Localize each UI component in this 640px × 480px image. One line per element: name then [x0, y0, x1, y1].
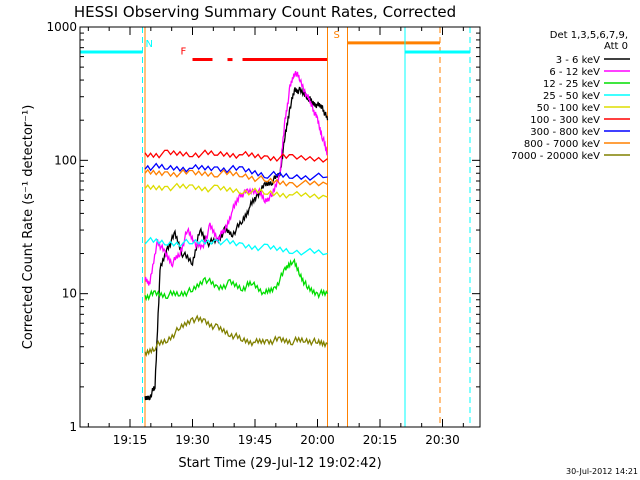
plot-frame — [79, 26, 481, 428]
plot-area: N F S — [79, 27, 471, 427]
annotation-label: S — [334, 30, 340, 41]
series-line-5 — [144, 149, 328, 163]
legend-title: Att 0 — [604, 41, 628, 52]
legend-label: 100 - 300 keV — [530, 115, 600, 126]
footer-date: 30-Jul-2012 14:21 — [566, 467, 638, 476]
y-tick-label: 100 — [54, 153, 77, 167]
series-line-1 — [144, 71, 328, 286]
legend-label: 12 - 25 keV — [543, 79, 600, 90]
x-tick-label: 19:30 — [175, 433, 210, 447]
series-line-6 — [144, 162, 328, 181]
legend-label: 7000 - 20000 keV — [511, 151, 600, 162]
legend-label: 800 - 7000 keV — [524, 139, 600, 150]
axes: 1 10 100 1000 19:15 19:30 19:45 20:00 20:15 20:30 — [46, 20, 480, 447]
x-tick-label: 20:30 — [425, 433, 460, 447]
x-tick-label: 20:15 — [363, 433, 398, 447]
chart-title: HESSI Observing Summary Count Rates, Cor… — [74, 3, 456, 21]
y-axis-label: Corrected Count Rate (s⁻¹ detector⁻¹) — [21, 105, 36, 350]
x-tick-label: 20:00 — [300, 433, 335, 447]
series-line-2 — [144, 257, 329, 302]
series-line-3 — [144, 236, 328, 256]
y-tick-label: 10 — [62, 287, 77, 301]
legend-label: 3 - 6 keV — [556, 55, 600, 66]
x-axis-label: Start Time (29-Jul-12 19:02:42) — [178, 456, 381, 471]
series-line-4 — [144, 182, 328, 200]
x-tick-label: 19:15 — [113, 433, 148, 447]
y-tick-label: 1 — [69, 420, 77, 434]
legend-label: 6 - 12 keV — [549, 67, 600, 78]
annotation-label: F — [181, 47, 187, 58]
y-tick-label: 1000 — [46, 20, 77, 34]
legend-title: Det 1,3,5,6,7,9, — [550, 30, 628, 41]
legend-label: 25 - 50 keV — [543, 91, 600, 102]
legend-label: 300 - 800 keV — [530, 127, 600, 138]
x-tick-label: 19:45 — [238, 433, 273, 447]
legend-label: 50 - 100 keV — [537, 103, 601, 114]
series-line-8 — [144, 314, 328, 357]
annotation-label: N — [146, 39, 153, 50]
series-line-7 — [144, 168, 328, 188]
